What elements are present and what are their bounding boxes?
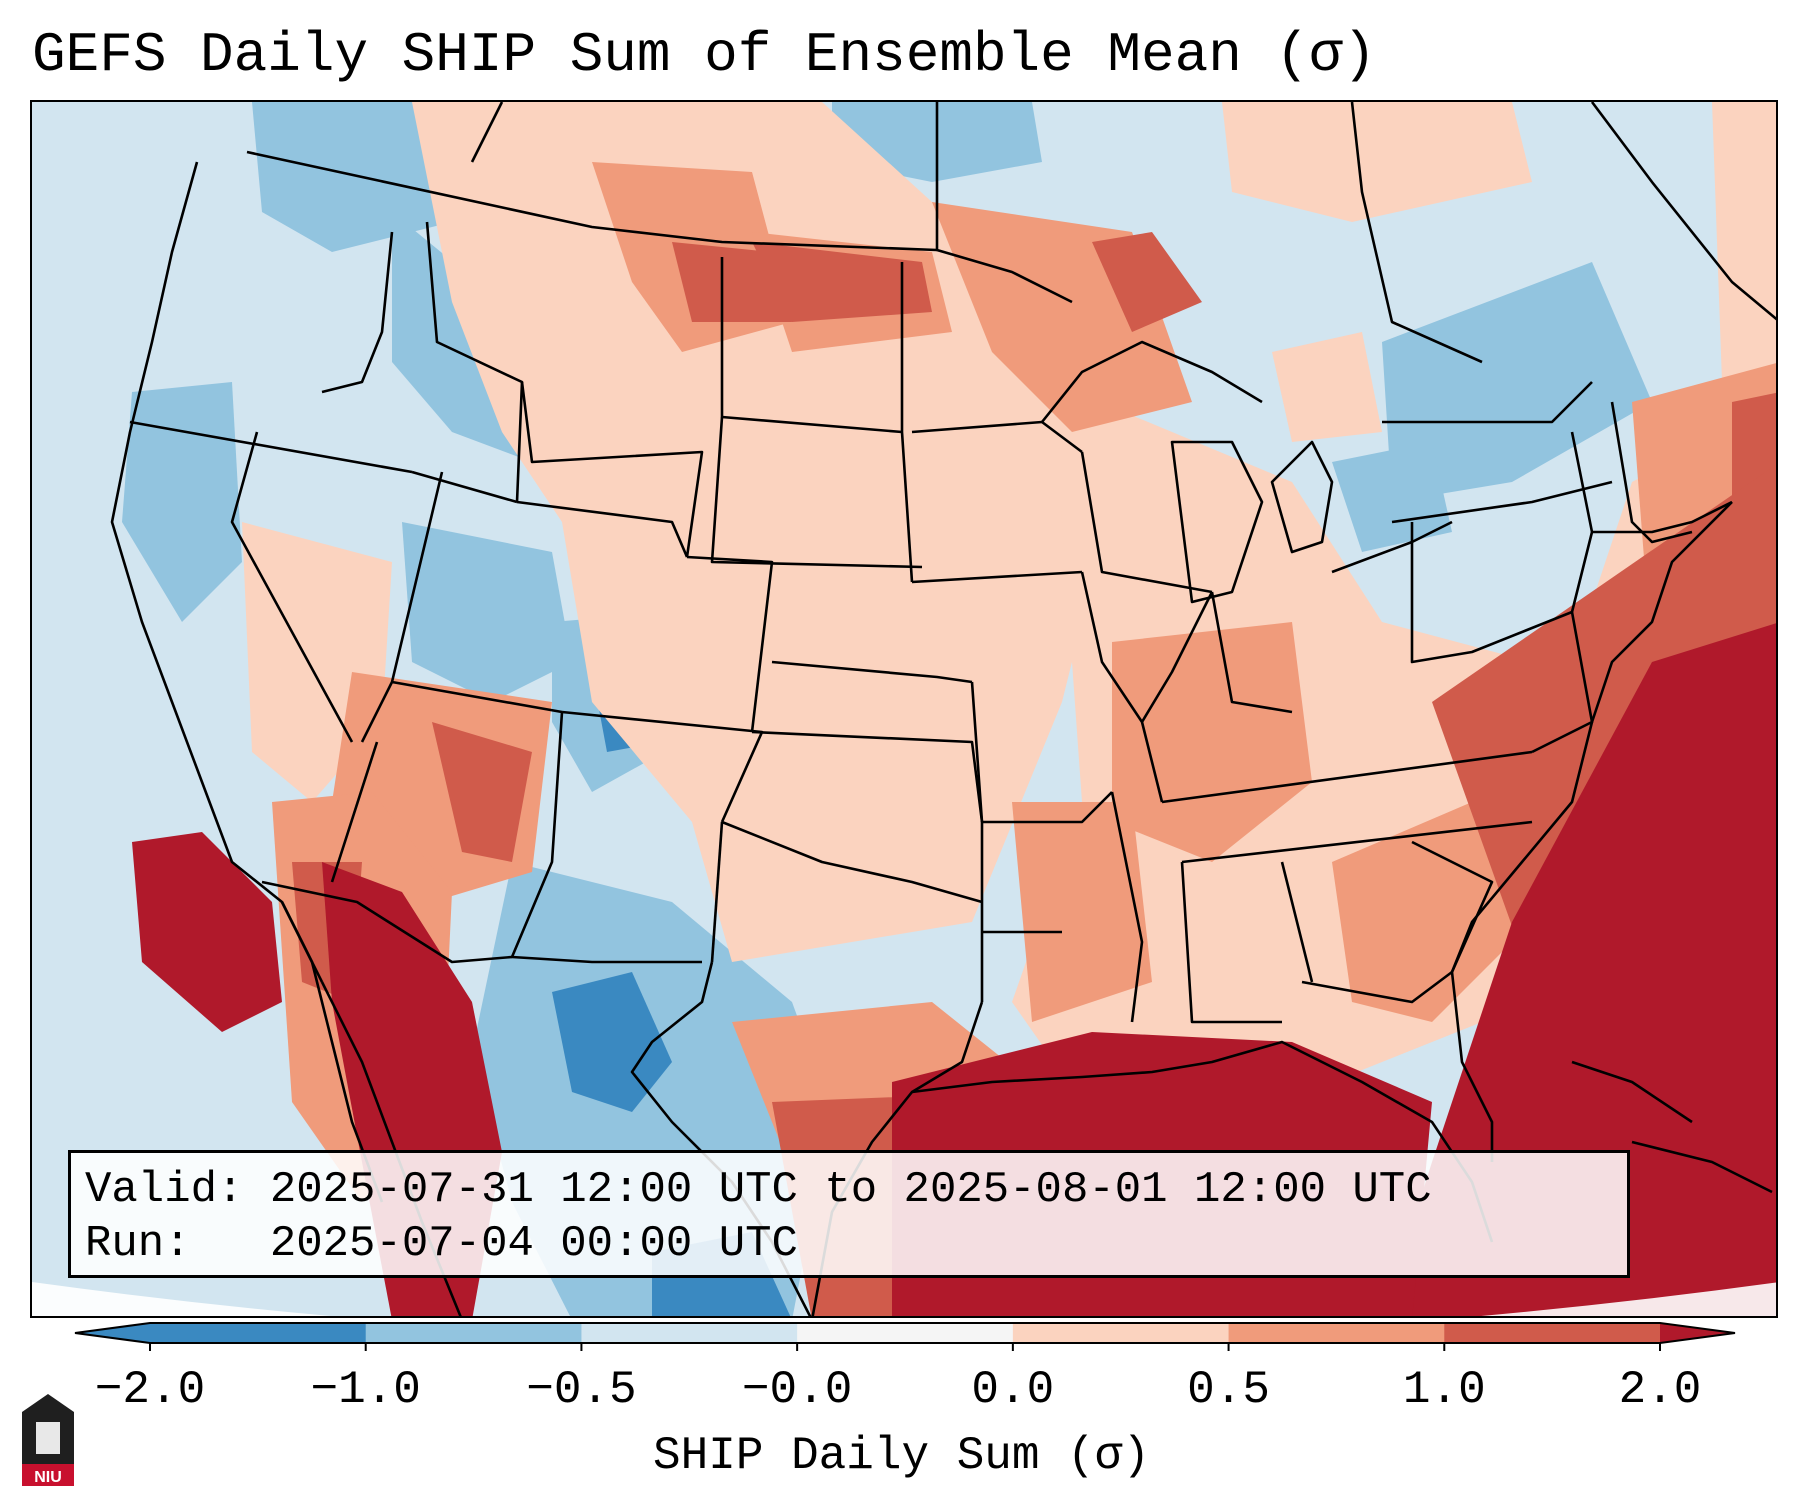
valid-run-info: Valid: 2025-07-31 12:00 UTC to 2025-08-0… [68,1150,1630,1278]
colorbar-tick-label: 0.0 [971,1364,1055,1416]
niu-logo-text: NIU [34,1469,62,1486]
run-time: Run: 2025-07-04 00:00 UTC [85,1219,798,1269]
colorbar-tick-label: 2.0 [1618,1364,1702,1416]
colorbar-segment [1012,1323,1230,1343]
colorbar-segment [150,1323,367,1343]
colorbar-segment [1444,1323,1661,1343]
colorbar-segment [581,1323,798,1343]
colorbar-segments [75,1323,1735,1351]
colorbar-segment [1228,1323,1445,1343]
colorbar-tick-label: −0.5 [526,1364,637,1416]
colorbar-tick-label: −0.0 [741,1364,853,1416]
colorbar-outline [74,1322,1736,1344]
valid-time: Valid: 2025-07-31 12:00 UTC to 2025-08-0… [85,1165,1432,1215]
chart-title: GEFS Daily SHIP Sum of Ensemble Mean (σ) [32,23,1377,87]
colorbar-tick-label: −2.0 [94,1364,206,1416]
colorbar-extend-min [75,1323,150,1343]
colorbar-tick-label: 1.0 [1402,1364,1486,1416]
colorbar-tick-label: 0.5 [1187,1364,1270,1416]
map-canvas [32,102,1776,1316]
niu-logo: NIU [22,1394,74,1486]
colorbar-label: SHIP Daily Sum (σ) [653,1430,1150,1482]
colorbar [74,1322,1736,1351]
map-panel [30,100,1778,1318]
colorbar-extend-max [1660,1323,1735,1343]
state-borders [110,102,1776,1316]
colorbar-segment [365,1323,582,1343]
colorbar-tick-label: −1.0 [310,1364,421,1416]
colorbar-segment [797,1323,1014,1343]
